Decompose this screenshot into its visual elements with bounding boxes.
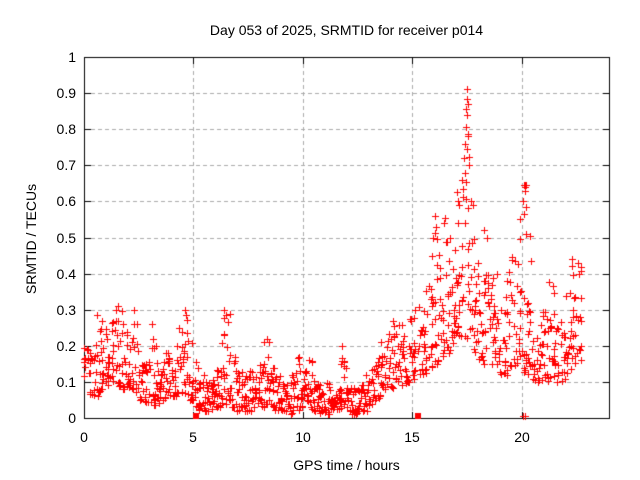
y-tick-0-9: 0.9 [56, 85, 76, 101]
x-tick-5: 5 [189, 429, 197, 445]
y-tick-0-2: 0.2 [56, 338, 76, 354]
x-tick-10: 10 [295, 429, 311, 445]
y-tick-0-8: 0.8 [56, 121, 76, 137]
y-tick-0-6: 0.6 [56, 193, 76, 209]
y-tick-0-3: 0.3 [56, 302, 76, 318]
chart-title: Day 053 of 2025, SRMTID for receiver p01… [209, 22, 484, 38]
x-tick-0: 0 [80, 429, 88, 445]
x-tick-15: 15 [404, 429, 420, 445]
x-axis-title: GPS time / hours [293, 457, 400, 473]
y-tick-0-5: 0.5 [56, 230, 76, 246]
y-tick-0-4: 0.4 [56, 266, 76, 282]
y-tick-0-7: 0.7 [56, 157, 76, 173]
y-tick-1: 1 [68, 49, 76, 65]
y-tick-0: 0 [68, 410, 76, 426]
x-tick-20: 20 [514, 429, 530, 445]
y-tick-0-1: 0.1 [56, 374, 76, 390]
